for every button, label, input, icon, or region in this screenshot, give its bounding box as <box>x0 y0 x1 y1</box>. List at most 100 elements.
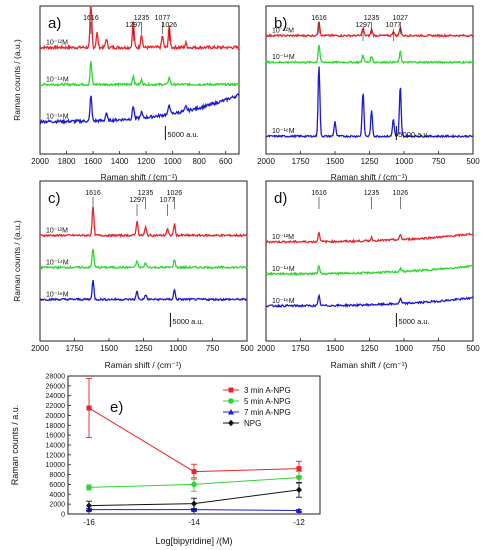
y-tick-label: 6000 <box>49 482 65 489</box>
scale-bar-label: 5000 a.u. <box>172 317 203 326</box>
series-label: 10⁻¹⁶M <box>46 291 69 298</box>
series-label: 10⁻¹⁶M <box>46 113 69 120</box>
peak-label: 1616 <box>85 190 101 197</box>
y-axis-label: Raman counts / a.u. <box>10 405 20 486</box>
peak-label: 1297 <box>129 197 145 204</box>
spectrum-line <box>265 264 474 277</box>
peak-label: 1026 <box>167 190 183 197</box>
x-tick-label: -16 <box>83 518 95 527</box>
x-tick-label: 1750 <box>292 157 310 166</box>
y-tick-label: 18000 <box>46 423 66 430</box>
data-point <box>296 507 302 514</box>
x-tick-label: 2000 <box>31 157 49 166</box>
x-tick-label: 800 <box>193 157 207 166</box>
panel-label: c) <box>48 190 61 207</box>
x-tick-label: 1600 <box>84 157 102 166</box>
peak-label: 1235 <box>364 15 380 22</box>
data-point <box>191 481 197 488</box>
data-point <box>86 502 92 509</box>
x-tick-label: 1500 <box>100 344 118 353</box>
series-label: 10⁻¹²M <box>272 234 294 241</box>
x-tick-label: 1250 <box>361 344 379 353</box>
series-line <box>88 407 300 473</box>
panel-label: e) <box>110 399 123 416</box>
panel-label: d) <box>274 190 287 207</box>
spectrum-line <box>265 21 474 39</box>
peak-label: 1026 <box>393 190 409 197</box>
x-tick-label: 500 <box>240 344 254 353</box>
data-point <box>228 419 234 427</box>
y-tick-label: 24000 <box>46 393 66 400</box>
spectrum-line <box>265 293 474 308</box>
legend-label: NPG <box>244 419 261 428</box>
x-tick-label: 1250 <box>135 344 153 353</box>
y-tick-label: 8000 <box>49 472 65 479</box>
x-tick-label: 2000 <box>257 157 275 166</box>
data-point <box>86 405 92 411</box>
y-tick-label: 2000 <box>49 502 65 509</box>
y-tick-label: 16000 <box>46 433 66 440</box>
series-label: 10⁻¹⁴M <box>46 259 69 266</box>
peak-label: 1077 <box>160 197 176 204</box>
plot-frame-4 <box>265 180 474 342</box>
x-tick-label: 1750 <box>292 344 310 353</box>
series-label: 10⁻¹²M <box>46 227 68 234</box>
peak-label: 1077 <box>386 22 402 29</box>
x-axis-label: Raman shift / (cm⁻¹) <box>101 172 178 182</box>
spectrum-line <box>39 6 240 51</box>
x-tick-label: 750 <box>432 344 446 353</box>
x-tick-label: 1500 <box>326 344 344 353</box>
data-point <box>86 484 92 491</box>
peak-label: 1616 <box>83 15 99 22</box>
series-label: 10⁻¹²M <box>46 39 68 46</box>
x-tick-label: 750 <box>432 157 446 166</box>
y-tick-label: 0 <box>61 512 65 519</box>
x-tick-label: 1400 <box>111 157 129 166</box>
series-label: 10⁻¹⁶M <box>272 298 295 305</box>
y-tick-label: 4000 <box>49 492 65 499</box>
plot-frame-1 <box>39 5 240 155</box>
x-axis-label: Raman shift / (cm⁻¹) <box>331 360 408 370</box>
x-axis-label: Log[bipyridine] /(M) <box>155 536 232 546</box>
y-tick-label: 12000 <box>46 452 66 459</box>
x-tick-label: 1000 <box>395 157 413 166</box>
scale-bar-label: 5000 a.u. <box>167 130 198 139</box>
x-tick-label: 600 <box>219 157 233 166</box>
x-tick-label: 1000 <box>395 344 413 353</box>
data-point <box>296 466 302 472</box>
x-tick-label: 1000 <box>164 157 182 166</box>
spectrum-line <box>39 60 240 88</box>
peak-label: 1027 <box>392 15 408 22</box>
x-tick-label: -14 <box>188 518 200 527</box>
x-tick-label: 2000 <box>31 344 49 353</box>
y-tick-label: 14000 <box>46 443 66 450</box>
spectrum-line <box>39 279 248 302</box>
series-label: 10⁻¹⁶M <box>272 128 295 135</box>
y-axis-label: Raman counts / (a.u.) <box>12 220 22 302</box>
legend-label: 7 min A-NPG <box>244 408 291 417</box>
x-axis-label: Raman shift / (cm⁻¹) <box>105 360 182 370</box>
series-label: 10⁻¹²M <box>272 28 294 35</box>
peak-label: 1235 <box>138 190 154 197</box>
y-tick-label: 28000 <box>46 374 66 381</box>
x-tick-label: -12 <box>293 518 305 527</box>
data-point <box>296 486 302 494</box>
x-tick-label: 1500 <box>326 157 344 166</box>
spectrum-line <box>265 231 474 245</box>
data-point <box>228 409 234 415</box>
spectrum-line <box>265 66 474 139</box>
peak-label: 1235 <box>134 15 150 22</box>
panel-label: a) <box>48 15 61 32</box>
plot-frame-3 <box>39 180 248 342</box>
peak-label: 1616 <box>311 15 327 22</box>
y-tick-label: 22000 <box>46 403 66 410</box>
peak-label: 1297 <box>355 22 371 29</box>
peak-label: 1616 <box>311 190 327 197</box>
y-tick-label: 26000 <box>46 383 66 390</box>
legend-label: 5 min A-NPG <box>244 397 291 406</box>
data-point <box>228 398 234 404</box>
legend-label: 3 min A-NPG <box>244 386 291 395</box>
x-tick-label: 500 <box>466 344 480 353</box>
spectrum-line <box>39 206 248 239</box>
